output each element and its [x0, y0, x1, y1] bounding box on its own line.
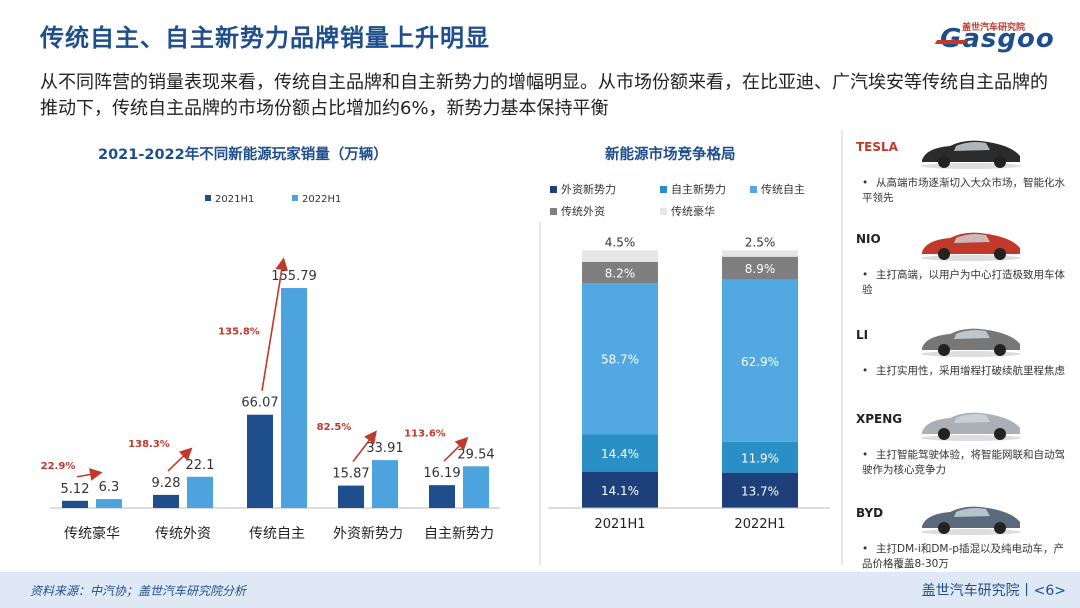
legend-swatch-传统自主: [750, 186, 757, 193]
stack-seg-传统豪华-2021H1: [582, 250, 658, 262]
growth-label-传统外资: 138.3%: [128, 439, 170, 450]
legend-swatch-传统外资: [550, 208, 557, 215]
bar-2021H1-传统豪华: [62, 500, 88, 508]
brand-logo-li: LI: [856, 328, 869, 342]
logo-wordmark: Gasgoo: [940, 24, 1055, 54]
growth-label-传统豪华: 22.9%: [41, 461, 76, 472]
brand-logo-xpeng: XPENG: [856, 412, 903, 426]
legend-label-传统自主: 传统自主: [761, 183, 805, 196]
category-label-2022H1: 2022H1: [734, 517, 785, 532]
growth-label-外资新势力: 82.5%: [317, 422, 352, 433]
car-image-byd: [916, 500, 1026, 536]
stack-label-外资新势力-2022H1: 13.7%: [741, 484, 779, 498]
legend-label-2021H1: 2021H1: [215, 194, 254, 205]
bar-2021H1-传统自主: [247, 414, 273, 508]
category-label-自主新势力: 自主新势力: [424, 526, 494, 542]
left-chart-title: 2021-2022年不同新能源玩家销量（万辆）: [98, 147, 388, 163]
brand-desc-nio: • 主打高端，以用户为中心打造极致用车体验: [862, 269, 1065, 296]
value-label-2022H1-传统自主: 155.79: [271, 269, 317, 284]
value-label-2021H1-自主新势力: 16.19: [423, 466, 460, 481]
car-image-li: [916, 322, 1026, 358]
growth-arrow-外资新势力: [352, 430, 377, 463]
legend-swatch-传统豪华: [660, 208, 667, 215]
brand-logo-tesla: TESLA: [856, 140, 898, 154]
category-label-传统豪华: 传统豪华: [64, 526, 120, 542]
brand-desc-xpeng: • 主打智能驾驶体验，将智能网联和自动驾驶作为核心竞争力: [862, 449, 1065, 476]
car-image-nio: [916, 226, 1026, 262]
page-title: 传统自主、自主新势力品牌销量上升明显: [40, 24, 490, 52]
category-label-传统自主: 传统自主: [249, 526, 305, 542]
legend-swatch-2021H1: [205, 195, 211, 201]
growth-arrow-自主新势力: [443, 436, 469, 462]
category-label-传统外资: 传统外资: [155, 526, 211, 542]
stack-label-传统豪华-2021H1: 4.5%: [605, 235, 636, 249]
brand-panel: TESLA • 从高端市场逐渐切入大众市场，智能化水平领先 NIO • 主打高端，以用户为…: [850, 130, 1080, 570]
value-label-2022H1-传统外资: 22.1: [186, 458, 215, 473]
value-label-2022H1-传统豪华: 6.3: [99, 480, 120, 495]
bar-2021H1-传统外资: [153, 494, 179, 508]
stack-label-自主新势力-2022H1: 11.9%: [741, 451, 779, 465]
bar-2021H1-自主新势力: [429, 485, 455, 508]
legend-swatch-2022H1: [292, 195, 298, 201]
bar-2021H1-外资新势力: [338, 485, 364, 508]
value-label-2021H1-外资新势力: 15.87: [332, 467, 369, 482]
value-label-2021H1-传统自主: 66.07: [241, 396, 278, 411]
brand-logo-byd: BYD: [856, 506, 884, 520]
stack-label-传统豪华-2022H1: 2.5%: [745, 235, 776, 249]
category-label-2021H1: 2021H1: [594, 517, 645, 532]
stack-seg-自主新势力-2021H1: [582, 434, 658, 472]
stack-label-自主新势力-2021H1: 14.4%: [601, 447, 639, 461]
stack-label-传统外资-2022H1: 8.9%: [745, 262, 776, 276]
brand-desc-li: • 主打实用性，采用增程打破续航里程焦虑: [862, 365, 1065, 377]
legend-label-传统豪华: 传统豪华: [671, 204, 715, 218]
growth-arrow-传统自主: [261, 257, 289, 391]
bar-2022H1-传统外资: [187, 476, 213, 508]
stack-label-传统外资-2021H1: 8.2%: [605, 266, 636, 280]
growth-label-传统自主: 135.8%: [218, 327, 260, 338]
brand-logo-nio: NIO: [856, 232, 881, 246]
right-chart-title: 新能源市场竞争格局: [605, 147, 736, 163]
stack-label-外资新势力-2021H1: 14.1%: [601, 484, 639, 498]
car-image-tesla: [916, 134, 1026, 170]
stack-label-传统自主-2021H1: 58.7%: [601, 353, 639, 367]
value-label-2021H1-传统豪华: 5.12: [61, 482, 90, 497]
stack-seg-传统自主-2021H1: [582, 283, 658, 435]
bar-2022H1-外资新势力: [372, 460, 398, 508]
legend-label-外资新势力: 外资新势力: [561, 182, 616, 196]
legend-label-自主新势力: 自主新势力: [671, 182, 726, 196]
growth-arrow-传统豪华: [76, 468, 103, 481]
legend-swatch-外资新势力: [550, 186, 557, 193]
stack-seg-传统外资-2021H1: [582, 261, 658, 284]
bar-2022H1-自主新势力: [463, 466, 489, 508]
stack-seg-自主新势力-2022H1: [722, 441, 798, 473]
legend-swatch-自主新势力: [660, 186, 667, 193]
brand-desc-byd: • 主打DM-i和DM-p插混以及纯电动车，产品价格覆盖8-30万: [862, 543, 1064, 570]
legend-label-传统外资: 传统外资: [561, 205, 605, 218]
legend-label-2022H1: 2022H1: [302, 194, 341, 205]
bar-2022H1-传统豪华: [96, 499, 122, 508]
value-label-2021H1-传统外资: 9.28: [152, 476, 181, 491]
growth-label-自主新势力: 113.6%: [404, 428, 446, 439]
stack-seg-传统豪华-2022H1: [722, 250, 798, 257]
brand-desc-tesla: • 从高端市场逐渐切入大众市场，智能化水平领先: [862, 177, 1065, 204]
stack-seg-外资新势力-2021H1: [582, 471, 658, 508]
category-label-外资新势力: 外资新势力: [333, 526, 403, 542]
footer-source: 资料来源：中汽协；盖世汽车研究院分析: [30, 584, 247, 598]
bar-2022H1-传统自主: [281, 288, 307, 508]
footer-org: 盖世汽车研究院丨<6>: [921, 583, 1066, 599]
summary-text: 从不同阵营的销量表现来看，传统自主品牌和自主新势力的增幅明显。从市场份额来看，在…: [40, 72, 1048, 119]
value-label-2022H1-外资新势力: 33.91: [366, 441, 403, 456]
stack-seg-外资新势力-2022H1: [722, 472, 798, 508]
stack-seg-传统自主-2022H1: [722, 279, 798, 442]
car-image-xpeng: [916, 406, 1026, 442]
footer-bar: 资料来源：中汽协；盖世汽车研究院分析 盖世汽车研究院丨<6>: [0, 572, 1080, 608]
stack-seg-传统外资-2022H1: [722, 256, 798, 280]
growth-arrow-传统外资: [167, 447, 193, 472]
stack-label-传统自主-2022H1: 62.9%: [741, 355, 779, 369]
value-label-2022H1-自主新势力: 29.54: [457, 447, 494, 462]
logo-subtitle: 盖世汽车研究院: [962, 23, 1026, 33]
